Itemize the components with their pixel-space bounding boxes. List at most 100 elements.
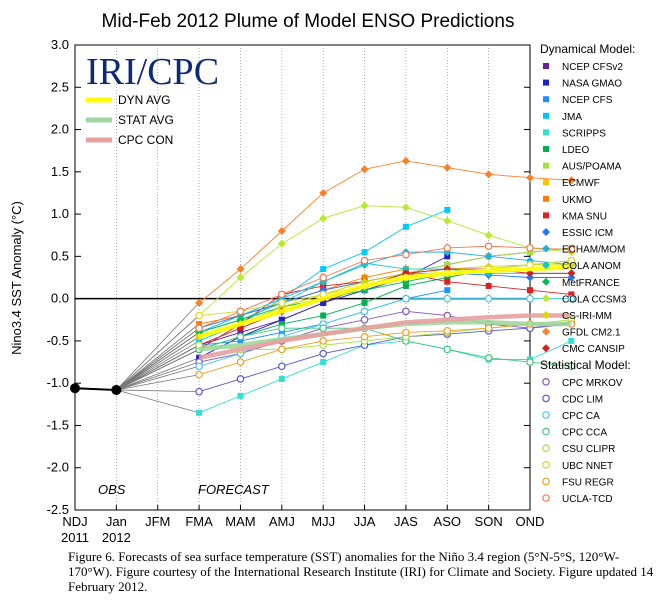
enso-plume-chart: Mid-Feb 2012 Plume of Model ENSO Predict… <box>9 11 635 545</box>
series-line-scripps <box>198 340 572 414</box>
data-point <box>568 291 575 298</box>
legend-label: CPC MRKOV <box>562 378 623 389</box>
data-point <box>402 282 409 289</box>
data-point <box>526 294 534 303</box>
data-point <box>195 370 203 379</box>
legend-marker <box>543 162 549 169</box>
data-point <box>484 170 493 179</box>
x-tick-label: OND <box>516 514 545 529</box>
data-point <box>444 253 451 260</box>
data-point <box>444 206 451 213</box>
legend-marker <box>542 228 550 236</box>
observed-point <box>111 384 122 395</box>
y-tick-label: -0.5 <box>47 333 69 348</box>
fan-line <box>116 340 200 391</box>
legend-label: GFDL CM2.1 <box>562 328 621 339</box>
x-tick-label: JAS <box>394 514 418 529</box>
legend-marker <box>542 411 550 419</box>
legend-label: NCEP CFSv2 <box>562 62 623 73</box>
legend-label: CS-IRI-MM <box>562 311 612 322</box>
data-point <box>444 278 451 285</box>
legend-marker <box>542 477 550 486</box>
legend-label: NCEP CFS <box>562 95 613 106</box>
data-point <box>196 409 203 416</box>
data-point <box>443 326 452 335</box>
y-tick-label: 1.0 <box>51 206 69 221</box>
data-point <box>484 294 493 303</box>
legend-header-statistical: Statistical Model: <box>540 358 631 372</box>
fan-line <box>116 336 200 391</box>
legend-marker <box>543 79 549 86</box>
data-point <box>195 298 204 307</box>
iri-cpc-logo: IRI/CPC <box>86 51 219 93</box>
y-tick-label: -1.0 <box>47 375 69 390</box>
legend-label: NASA GMAO <box>562 79 622 90</box>
y-tick-label: -1.5 <box>47 417 69 432</box>
data-point <box>278 316 285 323</box>
data-point <box>236 273 245 282</box>
x-tick-label: FMA <box>185 514 213 529</box>
data-point <box>195 311 203 320</box>
data-point <box>236 332 245 341</box>
x-tick-label: JFM <box>145 514 170 529</box>
data-point <box>443 294 452 303</box>
data-point <box>526 273 534 282</box>
legend-label: SCRIPPS <box>562 128 606 139</box>
model-forecast-lines <box>116 156 576 416</box>
legend-label: ECMWF <box>562 178 600 189</box>
legend-marker <box>543 195 549 202</box>
legend-marker <box>542 460 550 469</box>
data-point <box>443 244 452 252</box>
legend-marker <box>542 444 550 453</box>
legend-marker <box>542 244 550 253</box>
data-point <box>484 324 493 333</box>
data-point <box>526 173 534 182</box>
legend-label: COLA CCSM3 <box>562 294 627 305</box>
y-tick-label: 1.5 <box>51 164 69 179</box>
legend-label: UCLA-TCD <box>562 494 613 505</box>
y-tick-label: 2.0 <box>51 122 69 137</box>
legend-marker <box>542 311 550 319</box>
data-point <box>485 282 492 289</box>
data-point <box>360 307 369 316</box>
data-point <box>402 250 410 259</box>
data-point <box>567 294 576 303</box>
data-point <box>278 345 286 354</box>
obs-label: OBS <box>98 482 126 497</box>
data-point <box>361 274 368 281</box>
avg-legend-label: STAT AVG <box>118 113 174 127</box>
fan-line <box>116 323 200 391</box>
data-point <box>236 307 245 316</box>
data-point <box>527 287 533 294</box>
data-point <box>278 375 285 382</box>
series-line-cdc-lim <box>198 321 572 393</box>
data-point <box>444 287 451 294</box>
data-point <box>526 358 534 366</box>
legend-label: CPC CA <box>562 411 600 422</box>
legend-label: JMA <box>562 112 582 123</box>
average-forecast-lines <box>198 265 572 361</box>
avg-legend-label: DYN AVG <box>118 93 170 107</box>
legend-marker <box>542 327 550 336</box>
data-point <box>236 265 245 274</box>
data-point <box>567 176 576 185</box>
fan-line <box>116 365 200 391</box>
year-labels: 2011 2012 <box>61 530 131 545</box>
data-point <box>237 392 244 399</box>
legend-marker <box>543 63 549 69</box>
data-point <box>402 223 409 230</box>
fan-line <box>116 327 200 391</box>
data-point <box>319 273 327 282</box>
data-point <box>401 156 410 165</box>
data-point <box>484 354 493 362</box>
data-point <box>567 245 576 254</box>
legend-marker <box>542 427 550 436</box>
data-point <box>401 203 410 212</box>
data-point <box>567 256 576 265</box>
legend-label: AUS/POAMA <box>562 162 622 173</box>
fan-line <box>116 349 200 391</box>
data-point <box>196 337 203 344</box>
fan-line <box>116 389 200 393</box>
y-tick-label: 3.0 <box>51 37 69 52</box>
data-point <box>402 307 410 316</box>
